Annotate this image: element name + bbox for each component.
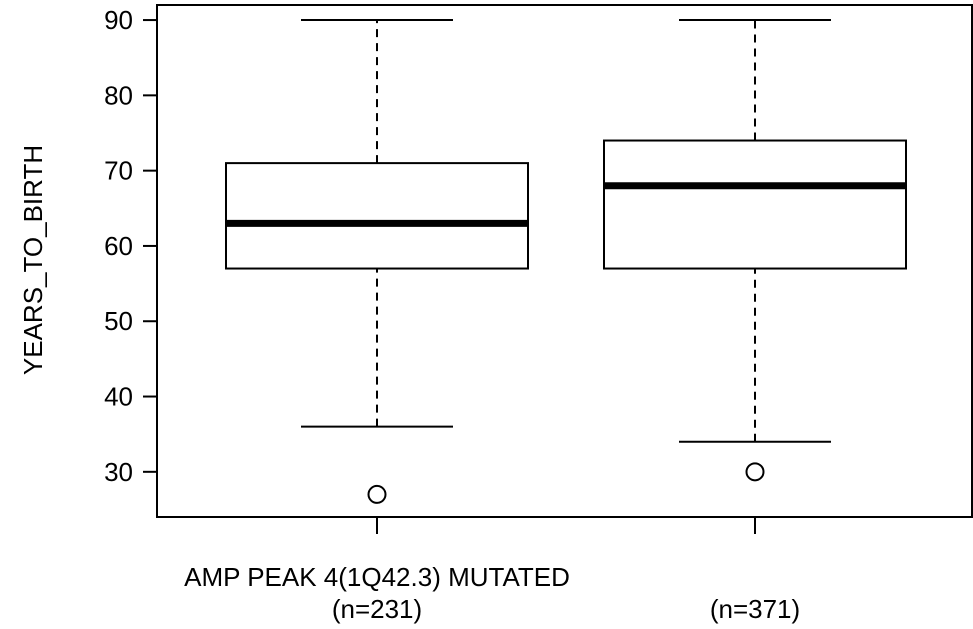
outlier-point bbox=[367, 484, 387, 504]
y-tick-label-90: 90 bbox=[104, 5, 133, 35]
box-iqr bbox=[225, 162, 529, 270]
y-tick-label-80: 80 bbox=[104, 80, 133, 110]
outlier-point bbox=[745, 462, 765, 482]
y-tick-label-70: 70 bbox=[104, 156, 133, 186]
x-axis: AMP PEAK 4(1Q42.3) MUTATED(n=231) (n=371) bbox=[184, 516, 800, 624]
y-tick-label-50: 50 bbox=[104, 306, 133, 336]
y-axis: 30 40 50 60 70 80 90 bbox=[104, 5, 157, 487]
y-axis-label: YEARS_TO_BIRTH bbox=[18, 145, 48, 375]
box-iqr bbox=[603, 139, 907, 270]
box-group-2 bbox=[603, 19, 907, 482]
box-group-1 bbox=[225, 19, 529, 504]
y-tick-label-30: 30 bbox=[104, 457, 133, 487]
x-count-label-2: (n=371) bbox=[710, 594, 800, 624]
x-count-label-1: (n=231) bbox=[332, 594, 422, 624]
boxes bbox=[225, 19, 907, 504]
y-tick-label-60: 60 bbox=[104, 231, 133, 261]
x-category-label-1: AMP PEAK 4(1Q42.3) MUTATED bbox=[184, 562, 570, 592]
y-tick-label-40: 40 bbox=[104, 382, 133, 412]
